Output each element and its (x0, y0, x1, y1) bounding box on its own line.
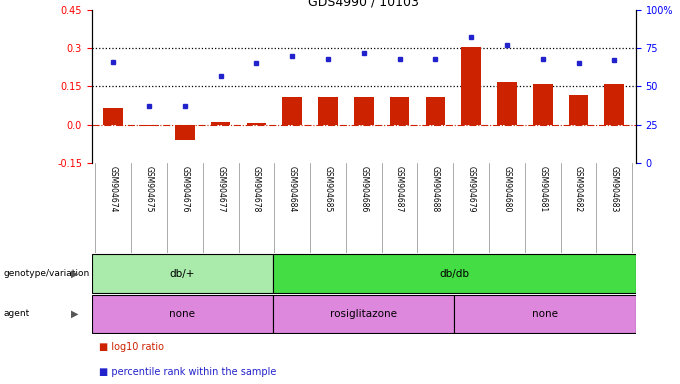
Text: db/+: db/+ (170, 268, 195, 279)
Text: GSM904675: GSM904675 (145, 166, 154, 212)
Text: none: none (169, 309, 195, 319)
Text: genotype/variation: genotype/variation (3, 269, 90, 278)
Text: GSM904684: GSM904684 (288, 166, 296, 212)
Bar (390, 97, 409, 125)
Bar (461, 48, 481, 125)
Title: GDS4990 / 10103: GDS4990 / 10103 (308, 0, 420, 8)
Text: GSM904681: GSM904681 (539, 166, 547, 212)
Text: GSM904680: GSM904680 (503, 166, 511, 212)
Text: agent: agent (3, 310, 30, 318)
Text: GSM904674: GSM904674 (109, 166, 118, 212)
Text: GSM904686: GSM904686 (359, 166, 369, 212)
Text: rosiglitazone: rosiglitazone (330, 309, 397, 319)
Text: GSM904685: GSM904685 (324, 166, 333, 212)
Text: GSM904678: GSM904678 (252, 166, 261, 212)
Bar (273, 295, 454, 333)
Bar (92, 295, 273, 333)
Bar (426, 97, 445, 125)
Text: GSM904676: GSM904676 (180, 166, 189, 212)
Bar (497, 82, 517, 125)
Text: db/db: db/db (439, 268, 469, 279)
Text: GSM904682: GSM904682 (574, 166, 583, 212)
Text: ▶: ▶ (71, 268, 78, 279)
Bar (454, 295, 636, 333)
Bar (139, 125, 159, 126)
Text: ■ percentile rank within the sample: ■ percentile rank within the sample (99, 366, 276, 376)
Bar (568, 95, 588, 125)
Bar (533, 84, 553, 125)
Bar (282, 97, 302, 125)
Text: GSM904683: GSM904683 (610, 166, 619, 212)
Text: GSM904687: GSM904687 (395, 166, 404, 212)
Text: ■ log10 ratio: ■ log10 ratio (99, 341, 164, 352)
Bar (92, 254, 273, 293)
Bar (247, 123, 267, 125)
Bar (273, 254, 636, 293)
Text: ▶: ▶ (71, 309, 78, 319)
Bar (175, 125, 194, 140)
Bar (103, 108, 123, 125)
Text: GSM904677: GSM904677 (216, 166, 225, 212)
Text: GSM904679: GSM904679 (466, 166, 476, 212)
Bar (605, 84, 624, 125)
Text: GSM904688: GSM904688 (431, 166, 440, 212)
Bar (318, 97, 338, 125)
Bar (354, 97, 373, 125)
Text: none: none (532, 309, 558, 319)
Bar (211, 122, 231, 125)
